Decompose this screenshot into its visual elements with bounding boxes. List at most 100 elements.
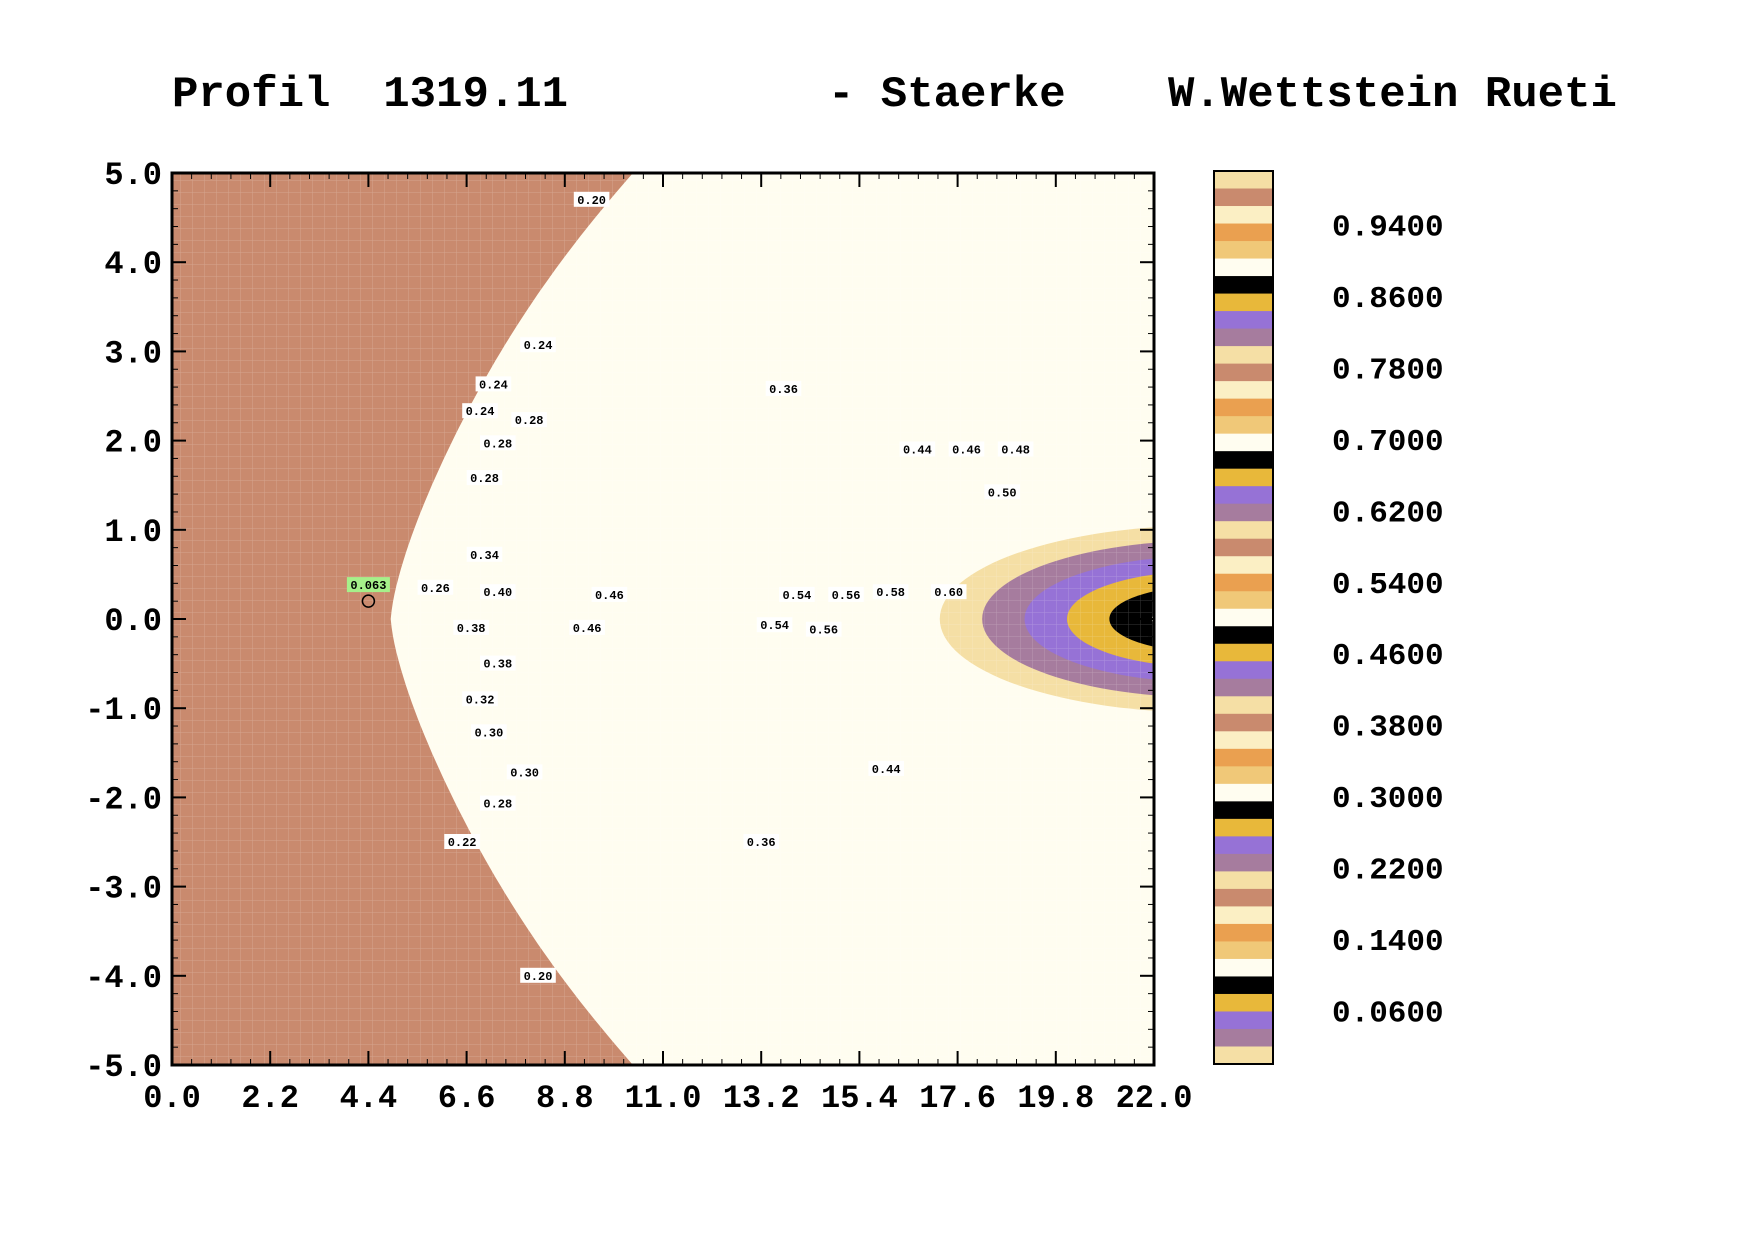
colorbar-label: 0.0600 (1332, 996, 1444, 1031)
contour-value-label: 0.56 (828, 586, 864, 603)
colorbar-label: 0.9400 (1332, 211, 1444, 246)
contour-value-label: 0.28 (480, 435, 516, 451)
x-tick-label: 15.4 (821, 1080, 898, 1117)
contour-value-text: 0.36 (769, 383, 798, 397)
x-tick-label: 17.6 (919, 1080, 996, 1117)
colorbar-segment (1214, 1011, 1273, 1030)
contour-value-text: 0.34 (470, 549, 499, 563)
contour-band (1092, 543, 1154, 695)
colorbar-segment (1214, 188, 1273, 207)
colorbar-label: 0.7000 (1332, 425, 1444, 460)
colorbar-segment (1214, 486, 1273, 505)
contour-value-label: 0.46 (569, 619, 605, 636)
colorbar-segment (1214, 748, 1273, 767)
x-tick-label: 2.2 (241, 1080, 299, 1117)
contour-band (1073, 525, 1154, 713)
colorbar-segment (1214, 853, 1273, 872)
y-tick-label: -5.0 (85, 1049, 162, 1086)
x-tick-label: 6.6 (438, 1080, 496, 1117)
colorbar-segment (1214, 521, 1273, 540)
contour-value-label: 0.30 (471, 724, 507, 740)
colorbar-segment (1214, 643, 1273, 662)
contour-value-label: 0.26 (417, 579, 454, 596)
contour-value-text: 0.28 (470, 472, 499, 486)
colorbar-label: 0.6200 (1332, 496, 1444, 531)
contour-value-label: 0.20 (573, 191, 610, 208)
colorbar: 0.9400 0.8600 0.7800 0.7000 0.6200 0.5400 0.46… (1213, 170, 1444, 1065)
contour-value-label: 0.38 (480, 655, 516, 672)
contour-value-text: 0.48 (1001, 444, 1030, 458)
colorbar-segment (1214, 171, 1273, 190)
contour-value-label: 0.36 (743, 834, 779, 850)
contour-value-text: 0.58 (876, 586, 905, 600)
x-tick-label: 13.2 (723, 1080, 800, 1117)
chart-title-profile: Profil 1319.11 (172, 70, 569, 120)
colorbar-label: 0.3800 (1332, 711, 1444, 746)
contour-value-label: 0.24 (475, 376, 512, 392)
y-tick-label: -4.0 (85, 960, 162, 997)
colorbar-frame (1213, 170, 1274, 1065)
colorbar-segment (1214, 328, 1273, 347)
y-tick-label: -2.0 (85, 781, 162, 818)
contour-value-text: 0.56 (832, 589, 861, 603)
contour-band (1113, 563, 1154, 675)
colorbar-label: 0.5400 (1332, 568, 1444, 603)
contour-value-text: 0.30 (510, 766, 539, 780)
colorbar-label: 0.3000 (1332, 782, 1444, 817)
contour-value-label: 0.32 (462, 691, 498, 707)
contour-value-text: 0.28 (483, 437, 512, 451)
colorbar-segment (1214, 591, 1273, 610)
y-tick-label: 2.0 (104, 425, 162, 462)
contour-value-label: 0.24 (462, 403, 498, 419)
x-tick-label: 22.0 (1116, 1080, 1193, 1117)
x-tick-label: 4.4 (340, 1080, 398, 1117)
colorbar-segment (1214, 958, 1273, 978)
colorbar-segment (1214, 818, 1273, 837)
colorbar-segment (1214, 276, 1273, 295)
contour-value-text: 0.38 (457, 622, 486, 636)
y-tick-label: -1.0 (85, 692, 162, 729)
colorbar-segment (1214, 206, 1273, 225)
contour-value-label: 0.063 (346, 577, 390, 593)
x-tick-label: 8.8 (536, 1080, 594, 1117)
contour-value-text: 0.40 (483, 586, 512, 600)
x-tick-label: 0.0 (143, 1080, 201, 1117)
contour-value-text: 0.60 (934, 586, 963, 600)
contour-value-label: 0.22 (444, 834, 480, 850)
y-tick-label: 1.0 (104, 514, 162, 551)
colorbar-segment (1214, 696, 1273, 715)
chart-title-quantity: - Staerke (828, 70, 1066, 120)
contour-value-label: 0.50 (984, 484, 1020, 500)
colorbar-segment (1214, 923, 1273, 943)
contour-value-label: 0.44 (868, 760, 904, 777)
colorbar-segment (1214, 906, 1273, 925)
colorbar-segment (1214, 451, 1273, 470)
contour-value-label: 0.20 (520, 967, 556, 984)
contour-value-label: 0.34 (466, 546, 503, 563)
colorbar-segment (1214, 363, 1273, 382)
plot-grid (172, 173, 1154, 1065)
colorbar-segment (1214, 783, 1273, 802)
y-tick-label: 4.0 (104, 246, 162, 283)
contour-value-text: 0.24 (466, 405, 495, 419)
colorbar-segment (1214, 503, 1273, 522)
colorbar-segment (1214, 678, 1273, 697)
contour-value-label: 0.44 (899, 441, 936, 458)
contour-value-text: 0.20 (577, 194, 606, 208)
colorbar-segment (1214, 888, 1273, 908)
contour-value-text: 0.44 (903, 444, 932, 458)
y-tick-label: 0.0 (104, 603, 162, 640)
contour-value-text: 0.32 (466, 693, 495, 707)
contour-value-label: 0.38 (453, 619, 489, 636)
contour-value-text: 0.28 (483, 798, 512, 812)
colorbar-segment (1214, 416, 1273, 435)
colorbar-label: 0.4600 (1332, 639, 1444, 674)
colorbar-segment (1214, 836, 1273, 855)
colorbar-segment (1214, 258, 1273, 277)
contour-labels: 0.063 0.26 0.40 0.38 0.38 0.34 0.28 0.28 0.28 0.2… (346, 191, 1034, 984)
contour-value-text: 0.20 (524, 970, 553, 984)
colorbar-label: 0.8600 (1332, 282, 1444, 317)
colorbar-segment (1214, 801, 1273, 820)
x-tick-label: 19.8 (1017, 1080, 1094, 1117)
colorbar-segment (1214, 381, 1273, 400)
